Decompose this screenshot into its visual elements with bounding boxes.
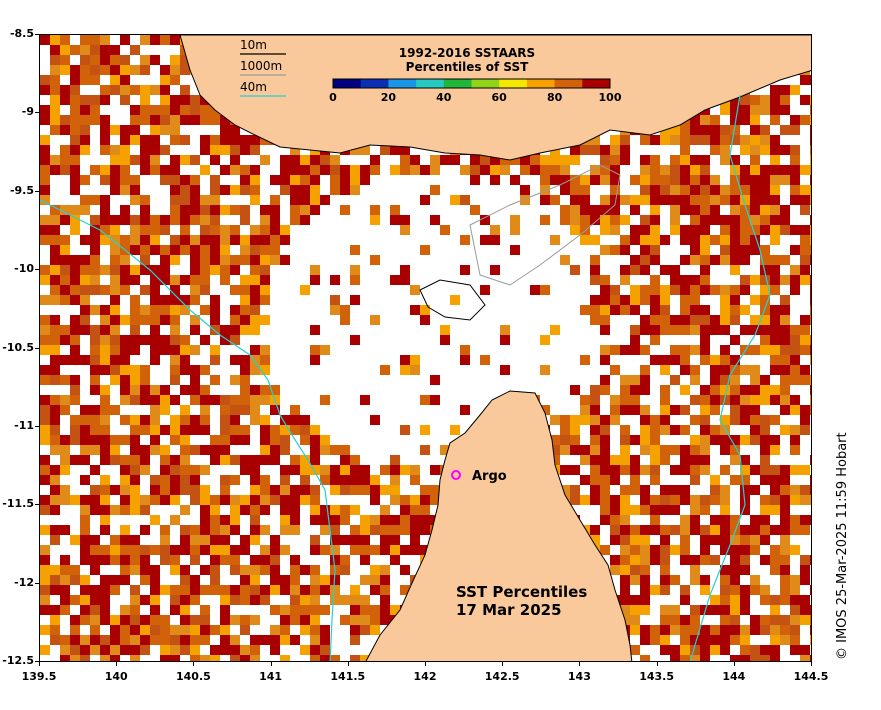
y-tick-label: -11: [14, 418, 34, 432]
colorbar-title-line1: 1992-2016 SSTAARS: [399, 46, 535, 60]
colorbar-tick-label: 60: [492, 91, 508, 104]
y-tick-mark: [35, 112, 39, 114]
y-tick-label: -11.5: [2, 497, 34, 511]
panel-title-line1: SST Percentiles: [456, 583, 587, 601]
colorbar-tick-label: 80: [547, 91, 563, 104]
colorbar-ticks: 0 20 40 60 80 100: [329, 91, 622, 104]
depth-legend-label: 1000m: [240, 59, 282, 73]
y-tick-label: -9.5: [9, 183, 34, 197]
x-tick-label: 143.5: [639, 670, 674, 683]
colorbar-swatch: [333, 79, 362, 88]
y-tick-mark: [35, 347, 39, 349]
colorbar-tick-label: 100: [599, 91, 622, 104]
x-tick-label: 140: [104, 670, 128, 683]
x-tick-label: 144.5: [793, 670, 829, 683]
contour-40m-west: [40, 199, 336, 661]
y-tick-mark: [35, 582, 39, 584]
contour-1000m: [469, 164, 621, 286]
panel-title-line2: 17 Mar 2025: [456, 601, 562, 619]
y-tick-label: -12.5: [2, 654, 34, 667]
y-tick-label: -10.5: [2, 340, 34, 354]
x-tick-mark: [39, 662, 40, 666]
colorbar-tick-label: 20: [381, 91, 397, 104]
x-tick-mark: [347, 662, 349, 666]
x-tick-mark: [116, 662, 118, 666]
y-tick-mark: [35, 504, 39, 506]
y-tick-label: -10: [14, 262, 34, 276]
colorbar-swatch: [416, 79, 445, 88]
colorbar-swatch: [471, 79, 500, 88]
depth-legend-label: 40m: [240, 80, 267, 94]
y-tick-label: -12: [14, 575, 34, 589]
colorbar-border: [332, 78, 611, 89]
colorbar-swatch: [388, 79, 417, 88]
y-tick-mark: [35, 269, 39, 271]
y-tick-mark: [35, 425, 39, 427]
map-frame: 1992-2016 SSTAARS Percentiles of SST 0 20…: [39, 34, 812, 662]
colorbar-title-line2: Percentiles of SST: [406, 60, 529, 74]
depth-legend-label: 10m: [240, 38, 267, 52]
colorbar-tick-label: 0: [329, 91, 337, 104]
y-tick-mark: [35, 190, 39, 192]
argo-label: Argo: [472, 469, 507, 484]
colorbar: [332, 78, 611, 89]
x-tick-label: 141: [259, 670, 283, 683]
x-tick-mark: [733, 662, 735, 666]
x-tick-label: 140.5: [175, 670, 211, 683]
cape-york-land: [365, 390, 633, 661]
x-tick-label: 139.5: [21, 670, 57, 683]
copyright-text: © IMOS 25-Mar-2025 11:59 Hobart: [835, 432, 850, 660]
x-tick-label: 141.5: [330, 670, 366, 683]
x-tick-mark: [579, 662, 581, 666]
x-tick-mark: [656, 662, 658, 666]
y-tick-mark: [35, 661, 39, 662]
depth-legend: 10m 1000m 40m: [240, 38, 286, 97]
colorbar-tick-label: 40: [436, 91, 452, 104]
x-tick-label: 144: [722, 670, 746, 683]
x-tick-label: 142: [413, 670, 437, 683]
x-tick-mark: [193, 662, 195, 666]
x-tick-mark: [811, 662, 812, 666]
x-tick-label: 143: [567, 670, 591, 683]
colorbar-swatch: [499, 79, 528, 88]
x-tick-mark: [502, 662, 504, 666]
contour-40m-east: [689, 94, 771, 661]
x-tick-label: 142.5: [484, 670, 520, 683]
colorbar-swatch: [360, 79, 389, 88]
colorbar-swatch: [443, 79, 472, 88]
contour-10m: [419, 279, 486, 321]
x-tick-mark: [425, 662, 426, 666]
x-tick-mark: [270, 662, 272, 666]
y-tick-label: -9: [21, 105, 34, 119]
colorbar-swatch: [554, 79, 583, 88]
colorbar-swatch: [582, 79, 611, 88]
y-tick-label: -8.5: [9, 27, 34, 40]
colorbar-swatch: [526, 79, 556, 88]
argo-marker: [451, 470, 461, 480]
y-tick-mark: [35, 34, 39, 35]
sst-map: 1992-2016 SSTAARS Percentiles of SST 0 20…: [40, 35, 811, 661]
